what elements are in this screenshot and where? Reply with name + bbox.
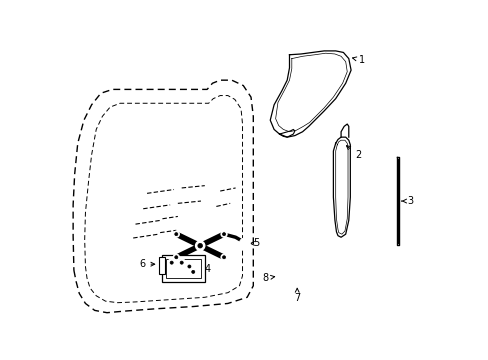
Text: 6: 6 <box>139 259 154 269</box>
Bar <box>166 259 201 278</box>
Circle shape <box>221 254 226 260</box>
Circle shape <box>170 261 173 264</box>
Circle shape <box>277 275 288 286</box>
Circle shape <box>281 278 285 283</box>
Circle shape <box>189 268 197 276</box>
Circle shape <box>185 263 193 270</box>
Text: 5: 5 <box>250 238 259 248</box>
Circle shape <box>278 272 282 276</box>
Circle shape <box>180 261 183 264</box>
Bar <box>158 257 164 274</box>
Bar <box>162 255 204 282</box>
Text: 1: 1 <box>352 55 364 65</box>
Circle shape <box>239 238 250 249</box>
Circle shape <box>187 265 190 268</box>
Circle shape <box>173 254 179 260</box>
Circle shape <box>191 270 194 274</box>
Circle shape <box>222 256 225 259</box>
Text: 3: 3 <box>401 196 412 206</box>
Text: 8: 8 <box>262 273 274 283</box>
Circle shape <box>198 243 202 248</box>
Circle shape <box>173 231 179 237</box>
Circle shape <box>294 279 299 285</box>
Circle shape <box>178 259 185 266</box>
Circle shape <box>221 231 226 237</box>
Circle shape <box>275 270 285 279</box>
Circle shape <box>167 259 175 266</box>
Circle shape <box>195 241 204 250</box>
Circle shape <box>174 233 178 236</box>
Text: 7: 7 <box>293 288 300 303</box>
Circle shape <box>174 256 178 259</box>
Circle shape <box>242 241 247 246</box>
Circle shape <box>222 233 225 236</box>
Circle shape <box>394 249 400 256</box>
Text: 4: 4 <box>195 264 210 274</box>
Text: 2: 2 <box>346 146 361 160</box>
Circle shape <box>291 276 302 287</box>
